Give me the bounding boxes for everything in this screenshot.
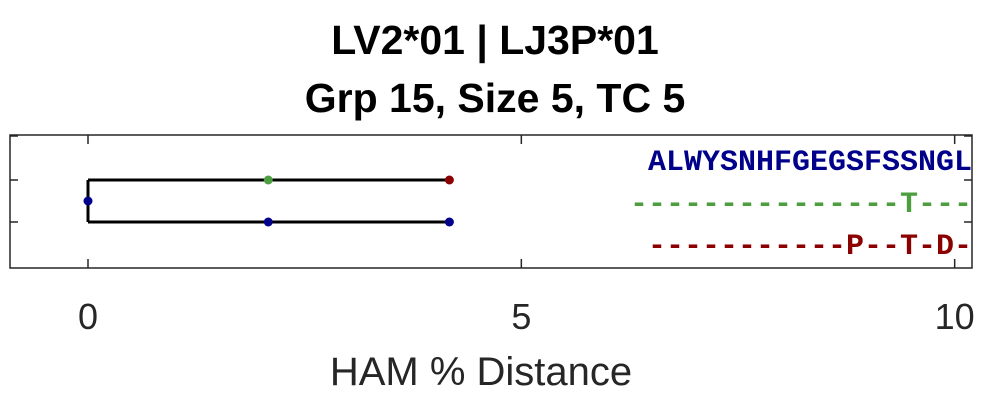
node-point (263, 217, 273, 227)
sequence-label: ---------------T--- (630, 188, 972, 222)
x-tick-label: 5 (511, 296, 531, 337)
x-tick-label: 0 (78, 296, 98, 337)
sequence-label: ALWYSNHFGEGSFSSNGL (648, 146, 972, 180)
node-point (83, 196, 93, 206)
sequence-label: -----------P--T-D- (648, 230, 972, 264)
chart-title-line1: LV2*01 | LJ3P*01 (331, 17, 659, 63)
x-axis-label: HAM % Distance (330, 350, 632, 394)
plot-frame (9, 134, 973, 269)
chart-title-line2: Grp 15, Size 5, TC 5 (304, 75, 686, 121)
node-point (444, 175, 454, 185)
node-point (444, 217, 454, 227)
x-tick-label: 10 (935, 296, 975, 337)
node-point (263, 175, 273, 185)
